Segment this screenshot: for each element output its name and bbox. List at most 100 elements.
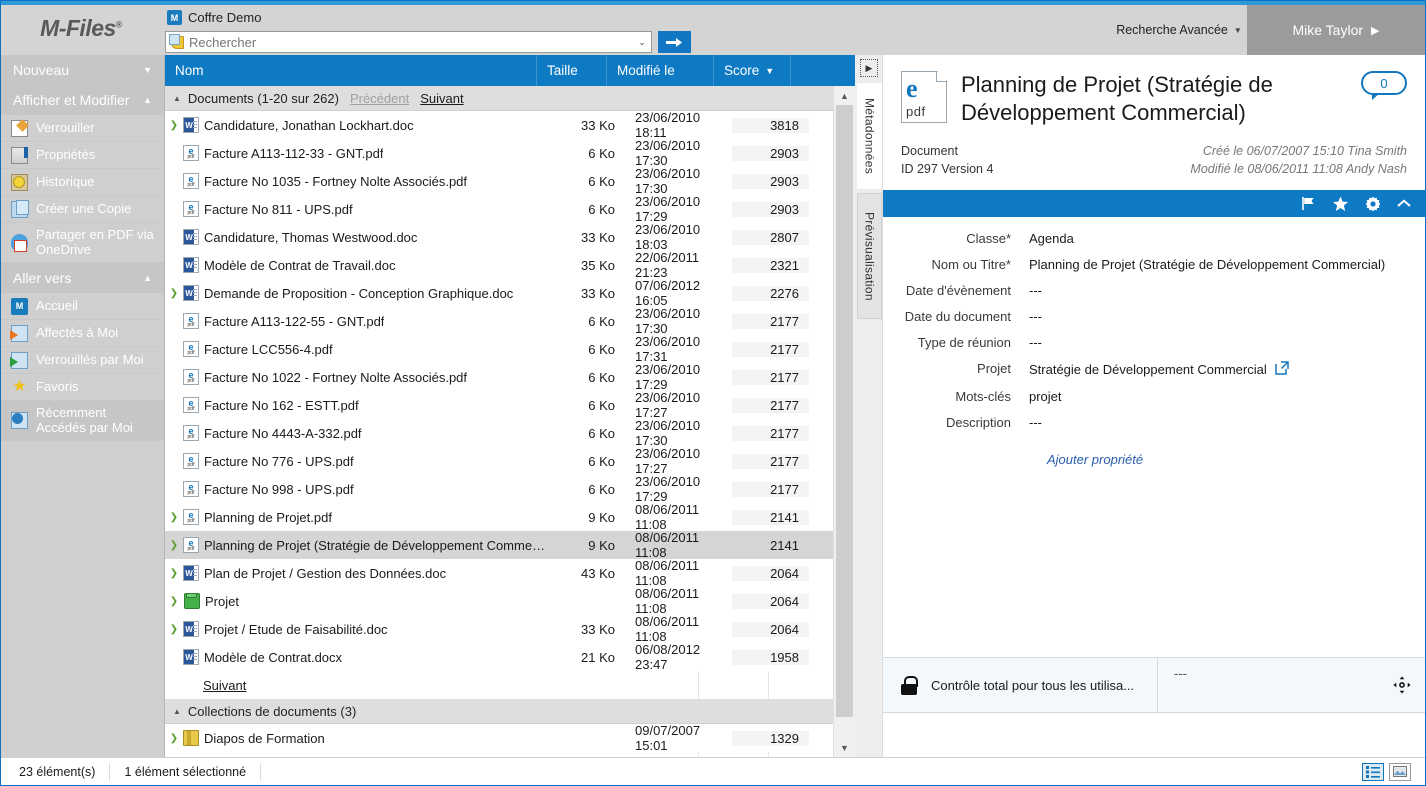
permissions-field[interactable]: Contrôle total pour tous les utilisa... [883,658,1158,712]
expand-chevron-icon[interactable]: ❯ [169,567,179,579]
load-more-link[interactable]: Suivant [203,677,247,693]
table-row[interactable]: Facture No 998 - UPS.pdf 6 Ko 23/06/2010 1… [165,474,833,504]
table-row[interactable]: ❯ Planning de Projet (Stratégie de Dévelo… [165,530,833,560]
sidebar-item-partager-en-pdf-via-onedrive[interactable]: Partager en PDF via OneDrive [1,223,164,263]
play-triangle-icon: ▶ [865,62,873,73]
workflow-field[interactable]: --- [1158,658,1425,712]
column-header-name[interactable]: Nom [165,55,537,86]
sidebar-item-verrouiller[interactable]: Verrouiller [1,115,164,142]
user-menu-button[interactable]: Mike Taylor ▶ [1247,5,1425,55]
word-doc-icon [183,565,199,581]
chevron-down-icon[interactable]: ⌄ [638,36,646,47]
star-icon[interactable] [1332,196,1349,212]
pagination-next-link[interactable]: Suivant [420,90,464,106]
sidebar-group-nouveau[interactable]: Nouveau ▼ [1,55,164,85]
chevron-up-icon[interactable] [1397,199,1411,209]
project-icon [184,593,200,609]
cell-size: 6 Ko [588,145,615,161]
sidebar-item-recemment-accedes-par-moi[interactable]: Récemment Accédés par Moi [1,401,164,441]
comments-badge[interactable]: 0 [1361,71,1407,100]
column-header-size[interactable]: Taille [537,55,607,86]
list-rows: ▲ Documents (1-20 sur 262) Précédent Sui… [165,86,833,757]
add-property-link[interactable]: Ajouter propriété [1047,452,1144,468]
scroll-down-button[interactable]: ▼ [834,738,855,757]
table-row[interactable]: Candidature, Thomas Westwood.doc 33 Ko 23/… [165,222,833,252]
property-value[interactable]: --- [1029,415,1042,430]
scroll-up-button[interactable]: ▲ [834,86,855,105]
property-value[interactable]: Planning de Projet (Stratégie de Dévelop… [1029,257,1385,272]
property-label: Classe* [966,231,1011,247]
row-name-label: Facture A113-122-55 - GNT.pdf [204,313,385,329]
table-row[interactable]: Modèle de Contrat.docx 21 Ko 06/08/2012 23… [165,642,833,672]
move-resize-icon[interactable] [1393,676,1411,694]
logo-label: M-Files [40,14,116,41]
expand-chevron-icon[interactable]: ❯ [169,287,179,299]
cell-name: Facture No 776 - UPS.pdf [183,453,555,469]
group-header-collections[interactable]: ▲ Collections de documents (3) [165,699,833,724]
table-row[interactable]: Facture No 776 - UPS.pdf 6 Ko 23/06/2010 1… [165,446,833,476]
table-row[interactable]: ❯ Planning de Projet.pdf 9 Ko 08/06/2011 11… [165,502,833,532]
table-row[interactable]: Facture A113-122-55 - GNT.pdf 6 Ko 23/06/2… [165,306,833,336]
column-header-modified[interactable]: Modifié le [607,55,714,86]
sidebar-item-affectes-a-moi[interactable]: Affectés à Moi [1,320,164,347]
property-value[interactable]: Agenda [1029,231,1074,246]
cell-name: Facture No 162 - ESTT.pdf [183,397,555,413]
table-row[interactable]: ❯ Candidature, Jonathan Lockhart.doc 33 Ko… [165,110,833,140]
expand-chevron-icon[interactable]: ❯ [169,623,179,635]
preview-view-button[interactable] [1389,762,1411,781]
table-row[interactable]: ❯ Demande de Proposition - Conception Gra… [165,278,833,308]
expand-chevron-icon[interactable]: ❯ [169,511,179,523]
table-row[interactable]: ❯ Diapos de Formation 09/07/2007 15:01 1329 [165,723,833,753]
sidebar-item-creer-une-copie[interactable]: Créer une Copie [1,196,164,223]
expand-chevron-icon[interactable]: ❯ [169,595,179,607]
table-row[interactable]: ❯ Plan de Projet / Gestion des Données.do… [165,558,833,588]
table-row[interactable]: Facture A113-112-33 - GNT.pdf 6 Ko 23/06/2… [165,138,833,168]
list-column-header: Nom Taille Modifié le Score ▼ [165,55,855,86]
property-value[interactable]: --- [1029,309,1042,324]
table-row[interactable]: Facture No 811 - UPS.pdf 6 Ko 23/06/2010 1… [165,194,833,224]
sidebar-item-historique[interactable]: Historique [1,169,164,196]
table-row[interactable]: Facture No 1022 - Fortney Nolte Associés… [165,362,833,392]
column-header-score[interactable]: Score ▼ [714,55,791,86]
table-row[interactable]: Facture No 1035 - Fortney Nolte Associés… [165,166,833,196]
pagination-previous-link[interactable]: Précédent [349,90,410,106]
search-box[interactable]: ⌄ [165,31,652,53]
property-value[interactable]: --- [1029,335,1042,350]
table-row[interactable]: Facture No 4443-A-332.pdf 6 Ko 23/06/2010 … [165,418,833,448]
sidebar-item-verrouilles-par-moi[interactable]: Verrouillés par Moi [1,347,164,374]
table-row[interactable]: Modèle de Contrat de Travail.doc 35 Ko 22/… [165,250,833,280]
table-row[interactable]: ❯ Projet / Etude de Faisabilité.doc 33 Ko 0… [165,614,833,644]
table-row[interactable]: Facture LCC556-4.pdf 6 Ko 23/06/2010 17:31… [165,334,833,364]
sidebar-group-afficher-et-modifier[interactable]: Afficher et Modifier ▲ [1,85,164,115]
expand-chevron-icon[interactable]: ❯ [169,119,179,131]
group-header-documents[interactable]: ▲ Documents (1-20 sur 262) Précédent Sui… [165,86,833,111]
scroll-thumb[interactable] [836,105,853,717]
sidebar-item-accueil[interactable]: M Accueil [1,293,164,320]
sidebar-group-aller-vers[interactable]: Aller vers ▲ [1,263,164,293]
expand-chevron-icon[interactable]: ❯ [169,732,179,744]
sidebar-item-favoris[interactable]: ★ Favoris [1,374,164,401]
cell-name: Facture No 4443-A-332.pdf [183,425,555,441]
flag-icon[interactable] [1301,196,1316,211]
property-value[interactable]: projet [1029,389,1062,404]
advanced-search-button[interactable]: Recherche Avancée ▼ [1111,5,1247,55]
view-toggle-group [1362,762,1425,781]
list-view-button[interactable] [1362,762,1384,781]
gear-icon[interactable] [1365,196,1381,212]
open-external-icon[interactable] [1274,361,1289,378]
table-row[interactable]: ❯ Projet 08/06/2011 11:08 2064 [165,586,833,616]
column-label: Taille [547,63,578,78]
list-vertical-scrollbar[interactable]: ▲ ▼ [833,86,855,757]
tab-previsualisation[interactable]: Prévisualisation [857,193,882,319]
sidebar-item-proprietes[interactable]: Propriétés [1,142,164,169]
property-value[interactable]: Stratégie de Développement Commercial [1029,361,1289,378]
table-row[interactable]: Facture No 162 - ESTT.pdf 6 Ko 23/06/2010 … [165,390,833,420]
search-tag-icon [169,34,187,50]
panel-expand-toggle[interactable]: ▶ [860,59,878,77]
expand-chevron-icon[interactable]: ❯ [169,539,179,551]
word-doc-icon [183,285,199,301]
search-input[interactable] [187,34,633,50]
property-value[interactable]: --- [1029,283,1042,298]
search-go-button[interactable] [658,31,691,53]
tab-metadonnees[interactable]: Métadonnées [857,83,882,189]
